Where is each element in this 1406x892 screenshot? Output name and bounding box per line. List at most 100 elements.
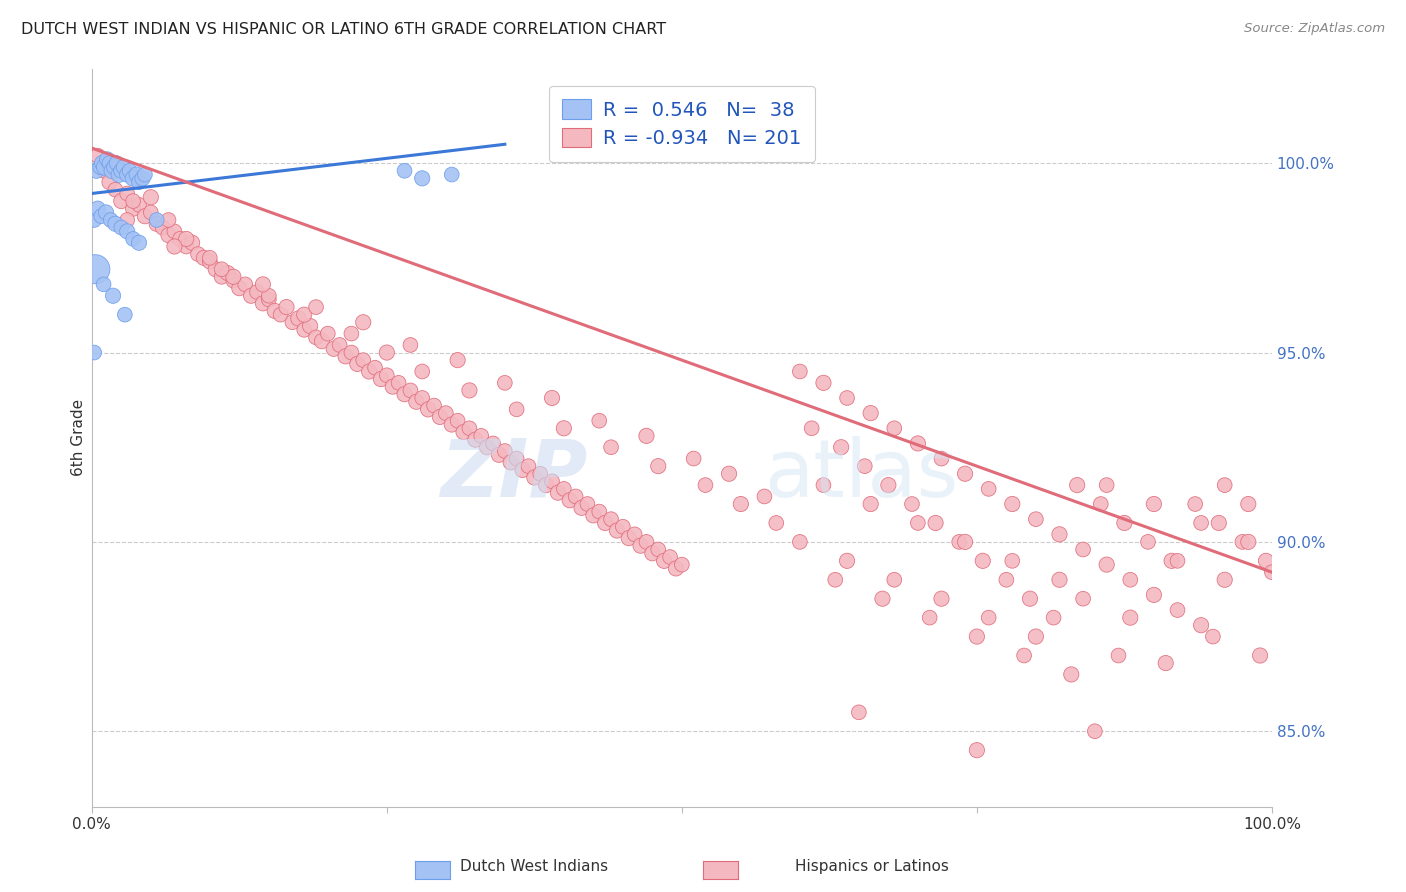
Point — [94, 160, 117, 174]
Point — [174, 239, 197, 253]
Point — [883, 421, 905, 435]
Point — [105, 156, 128, 170]
Point — [475, 440, 498, 454]
Point — [352, 315, 374, 329]
Point — [263, 304, 285, 318]
Point — [824, 573, 846, 587]
Point — [582, 508, 605, 523]
Point — [83, 213, 105, 227]
Point — [1001, 497, 1024, 511]
Point — [883, 573, 905, 587]
Point — [541, 391, 564, 405]
Point — [499, 455, 522, 469]
Point — [1060, 667, 1083, 681]
Point — [541, 475, 564, 489]
Point — [1090, 497, 1112, 511]
Point — [494, 376, 516, 390]
Text: ZIP: ZIP — [440, 435, 588, 514]
Point — [335, 349, 357, 363]
Point — [859, 406, 882, 420]
Point — [1001, 554, 1024, 568]
Point — [612, 520, 634, 534]
Point — [547, 485, 569, 500]
Point — [110, 163, 132, 178]
Point — [877, 478, 900, 492]
Point — [211, 269, 233, 284]
Point — [93, 277, 115, 292]
Point — [813, 376, 835, 390]
Point — [174, 232, 197, 246]
Point — [730, 497, 752, 511]
Point — [217, 266, 239, 280]
Point — [305, 330, 328, 344]
Point — [1071, 591, 1094, 606]
Legend: R =  0.546   N=  38, R = -0.934   N= 201: R = 0.546 N= 38, R = -0.934 N= 201 — [548, 86, 815, 161]
Text: Dutch West Indians: Dutch West Indians — [460, 859, 609, 874]
Point — [110, 220, 132, 235]
Point — [505, 402, 527, 417]
Point — [104, 217, 127, 231]
Point — [464, 433, 486, 447]
Point — [470, 429, 492, 443]
Point — [966, 743, 988, 757]
Point — [835, 554, 858, 568]
Point — [576, 497, 599, 511]
Point — [128, 235, 150, 250]
Text: Source: ZipAtlas.com: Source: ZipAtlas.com — [1244, 22, 1385, 36]
Point — [181, 235, 204, 250]
Point — [89, 160, 111, 174]
Point — [163, 224, 186, 238]
Point — [281, 315, 304, 329]
Point — [835, 391, 858, 405]
Point — [630, 539, 652, 553]
Point — [94, 205, 117, 219]
Point — [600, 512, 623, 526]
Point — [953, 535, 976, 549]
Point — [100, 213, 122, 227]
Point — [110, 194, 132, 208]
Point — [222, 274, 245, 288]
Point — [813, 478, 835, 492]
Point — [1166, 554, 1188, 568]
Point — [458, 421, 481, 435]
Point — [907, 436, 929, 450]
Point — [115, 224, 138, 238]
Point — [84, 262, 107, 277]
Point — [995, 573, 1018, 587]
Point — [665, 561, 688, 575]
Point — [652, 554, 675, 568]
Point — [125, 168, 148, 182]
Point — [305, 300, 328, 314]
Point — [1202, 630, 1225, 644]
Point — [429, 409, 451, 424]
Point — [1154, 656, 1177, 670]
Point — [252, 277, 274, 292]
Point — [394, 387, 416, 401]
Point — [1237, 497, 1260, 511]
Point — [765, 516, 787, 530]
Point — [571, 500, 593, 515]
Point — [122, 232, 145, 246]
Point — [1049, 527, 1071, 541]
Point — [1049, 573, 1071, 587]
Point — [434, 406, 457, 420]
Point — [458, 384, 481, 398]
Point — [352, 353, 374, 368]
Point — [112, 160, 135, 174]
Point — [901, 497, 924, 511]
Point — [240, 289, 263, 303]
Point — [636, 535, 658, 549]
Point — [423, 399, 446, 413]
Point — [553, 482, 575, 496]
Point — [1019, 591, 1042, 606]
Point — [848, 706, 870, 720]
Point — [593, 516, 616, 530]
Point — [193, 251, 215, 265]
Point — [512, 463, 534, 477]
Point — [953, 467, 976, 481]
Point — [1143, 497, 1166, 511]
Text: Hispanics or Latinos: Hispanics or Latinos — [794, 859, 949, 874]
Point — [252, 296, 274, 310]
Point — [859, 497, 882, 511]
Point — [101, 163, 124, 178]
